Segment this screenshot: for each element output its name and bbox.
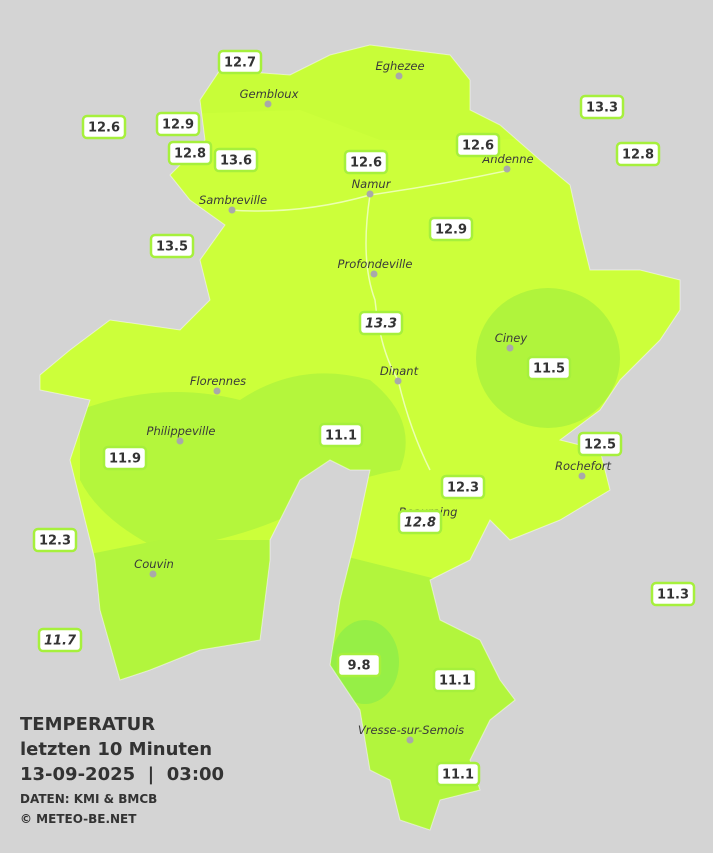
- city-label: Gembloux: [240, 87, 299, 101]
- city-dot: [370, 270, 378, 278]
- station-box: [336, 652, 382, 678]
- station-box: [397, 509, 443, 535]
- copyright: © METEO-BE.NET: [20, 812, 137, 826]
- city-dot: [395, 72, 403, 80]
- city-dot: [228, 206, 236, 214]
- city-label: Namur: [352, 177, 392, 191]
- station-value: 11.1: [325, 429, 357, 444]
- city-dot: [394, 377, 402, 385]
- station-box: [650, 581, 696, 607]
- city-label: Sambreville: [199, 193, 267, 207]
- title: TEMPERATUR: [20, 714, 155, 735]
- station-box: [343, 149, 389, 175]
- city-dot: [506, 344, 514, 352]
- station-box: [217, 49, 263, 75]
- datetime: 13-09-2025 | 03:00: [20, 764, 224, 785]
- station-box: [37, 627, 83, 653]
- source: DATEN: KMI & BMCB: [20, 792, 157, 806]
- station-value: 11.1: [439, 674, 471, 689]
- subtitle: letzten 10 Minuten: [20, 739, 212, 760]
- city-dot: [503, 165, 511, 173]
- city-dot: [578, 472, 586, 480]
- station-value: 11.1: [442, 768, 474, 783]
- station-box: [318, 422, 364, 448]
- station-value: 11.3: [657, 588, 689, 603]
- city-label: Rochefort: [555, 459, 612, 473]
- city-dot: [213, 387, 221, 395]
- station-box: [615, 141, 661, 167]
- station-value: 11.7: [44, 634, 77, 649]
- station-value: 12.7: [224, 56, 256, 71]
- station-box: [579, 94, 625, 120]
- station-box: [435, 761, 481, 787]
- station-value: 12.8: [622, 148, 654, 163]
- city-label: Florennes: [190, 374, 246, 388]
- station-value: 13.3: [365, 317, 397, 332]
- station-value: 12.8: [174, 147, 206, 162]
- station-box: [81, 114, 127, 140]
- station-box: [428, 216, 474, 242]
- station-box: [149, 233, 195, 259]
- station-value: 12.9: [162, 118, 194, 133]
- city-dot: [406, 736, 414, 744]
- station-box: [155, 111, 201, 137]
- station-value: 12.3: [39, 534, 71, 549]
- station-value: 13.3: [586, 101, 618, 116]
- station-box: [358, 310, 404, 336]
- station-value: 11.9: [109, 452, 141, 467]
- city-dot: [176, 437, 184, 445]
- station-box: [440, 474, 486, 500]
- city-dot: [149, 570, 157, 578]
- station-box: [102, 445, 148, 471]
- city-label: Eghezee: [375, 59, 424, 73]
- city-dot: [366, 190, 374, 198]
- city-label: Ciney: [495, 331, 528, 345]
- station-value: 12.6: [462, 139, 494, 154]
- station-box: [577, 431, 623, 457]
- station-box: [455, 132, 501, 158]
- city-label: Philippeville: [147, 424, 216, 438]
- station-box: [32, 527, 78, 553]
- station-value: 9.8: [347, 659, 370, 674]
- city-dot: [264, 100, 272, 108]
- station-value: 12.9: [435, 223, 467, 238]
- station-value: 12.3: [447, 481, 479, 496]
- city-label: Dinant: [380, 364, 419, 378]
- station-box: [213, 147, 259, 173]
- station-value: 13.5: [156, 240, 188, 255]
- station-value: 12.6: [88, 121, 120, 136]
- station-box: [432, 667, 478, 693]
- station-box: [167, 140, 213, 166]
- station-value: 13.6: [220, 154, 252, 169]
- station-box: [526, 355, 572, 381]
- station-value: 12.6: [350, 156, 382, 171]
- station-value: 12.8: [404, 516, 436, 531]
- station-value: 11.5: [533, 362, 565, 377]
- city-label: Vresse-sur-Semois: [358, 723, 464, 737]
- city-label: Profondeville: [338, 257, 413, 271]
- city-label: Couvin: [134, 557, 174, 571]
- station-value: 12.5: [584, 438, 616, 453]
